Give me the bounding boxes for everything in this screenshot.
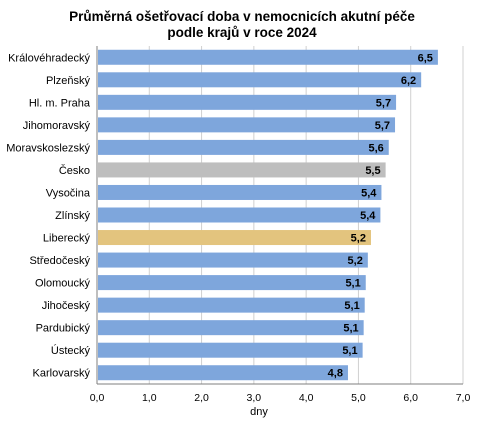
data-label: 5,4 [361, 187, 377, 199]
bar [98, 184, 382, 200]
data-label: 5,1 [344, 300, 359, 312]
category-label: Ústecký [51, 344, 91, 357]
category-label: Liberecký [43, 233, 91, 245]
data-label: 5,7 [375, 120, 390, 132]
data-label: 5,2 [351, 233, 366, 245]
bar [98, 117, 396, 133]
data-label: 5,1 [343, 323, 358, 335]
data-label: 5,4 [360, 210, 376, 222]
bar [98, 162, 386, 178]
chart-title-line-1: Průměrná ošetřovací doba v nemocnicích a… [69, 9, 415, 24]
data-label: 4,8 [328, 368, 343, 380]
x-axis: 0,0 1,0 2,0 3,0 4,0 5,0 6,0 7,0 [90, 46, 471, 404]
bars: 6,56,2 5,7 5,7 5,6 5,5 5,4 5,4 5,2 5,2 5,1 5,1 5,1 5… [98, 49, 438, 381]
category-label: Česko [59, 164, 90, 177]
category-labels: Královéhradecký Plzeňský Hl. m. Praha Jihom… [6, 52, 91, 379]
bar [98, 297, 365, 313]
category-label: Hl. m. Praha [29, 97, 91, 109]
data-label: 5,7 [376, 97, 391, 109]
data-label: 5,6 [368, 142, 383, 154]
bar [98, 49, 438, 65]
x-tick-label: 7,0 [456, 392, 471, 404]
category-label: Jihočeský [42, 300, 91, 312]
data-label: 5,5 [365, 165, 380, 177]
category-label: Jihomoravský [23, 120, 91, 132]
category-label: Zlínský [55, 210, 90, 222]
category-label: Plzeňský [46, 75, 91, 87]
chart-title-line-2: podle krajů v roce 2024 [167, 25, 317, 40]
bar [98, 320, 364, 336]
category-label: Pardubický [36, 323, 91, 335]
x-tick-label: 2,0 [194, 392, 209, 404]
bar [98, 252, 368, 268]
category-label: Královéhradecký [8, 52, 90, 64]
x-tick-label: 4,0 [299, 392, 314, 404]
category-label: Karlovarský [33, 368, 91, 380]
category-label: Olomoucký [35, 278, 91, 290]
data-label: 6,5 [418, 52, 433, 64]
bar [98, 275, 366, 291]
category-label: Vysočina [46, 187, 91, 199]
category-label: Středočeský [29, 255, 90, 267]
bar [98, 365, 348, 381]
x-axis-title: dny [250, 406, 268, 418]
data-label: 5,1 [342, 345, 357, 357]
data-label: 5,1 [345, 278, 360, 290]
bar [98, 72, 422, 88]
bar [98, 230, 371, 246]
x-tick-label: 3,0 [247, 392, 262, 404]
x-tick-label: 0,0 [90, 392, 105, 404]
bar [98, 342, 363, 358]
category-label: Moravskoslezský [6, 142, 90, 154]
bar [98, 139, 389, 155]
x-tick-label: 5,0 [351, 392, 366, 404]
bar [98, 207, 381, 223]
bar [98, 94, 397, 110]
data-label: 6,2 [401, 75, 416, 87]
x-tick-label: 6,0 [403, 392, 418, 404]
x-tick-label: 1,0 [142, 392, 157, 404]
data-label: 5,2 [348, 255, 363, 267]
